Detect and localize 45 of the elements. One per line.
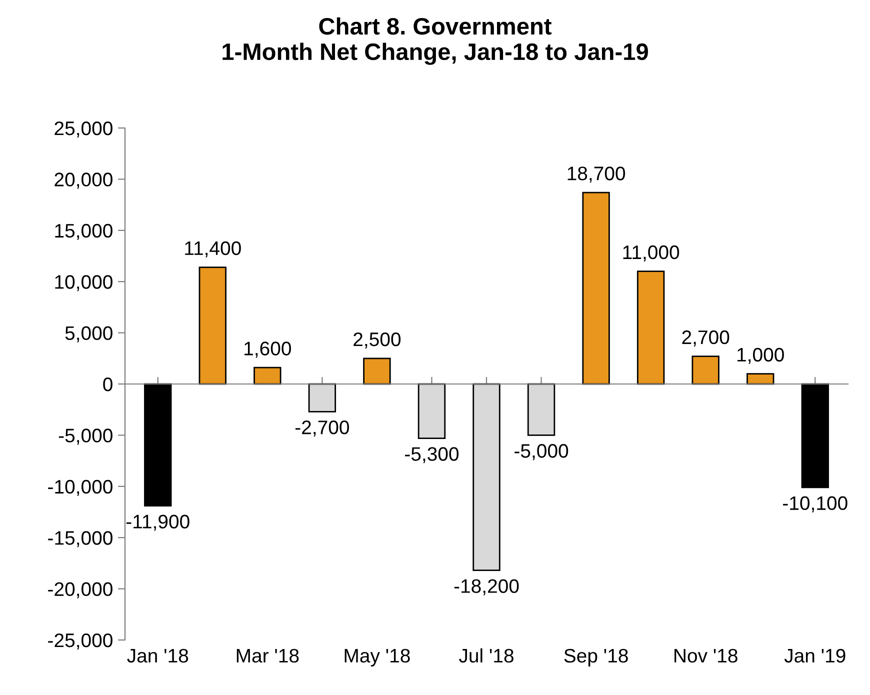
data-label: 11,400: [185, 241, 241, 258]
data-label: 1,600: [244, 342, 291, 358]
bar: [254, 366, 282, 385]
bar: [582, 192, 610, 385]
x-tick-label: Jan '18: [127, 648, 188, 663]
data-label: -5,000: [514, 444, 568, 460]
data-label: -11,900: [126, 514, 190, 531]
x-tick-label: Sep '18: [564, 648, 628, 666]
x-tick-label: Jul '18: [459, 648, 514, 663]
y-tick-label: -20,000: [48, 582, 112, 598]
y-tick-label: -10,000: [48, 480, 112, 496]
data-label: 18,700: [568, 166, 626, 183]
data-label: 2,700: [682, 330, 730, 346]
y-tick-label: 5,000: [65, 326, 112, 342]
x-tick-label: May '18: [344, 648, 410, 666]
data-label: -2,700: [295, 420, 349, 437]
y-tick-label: -5,000: [58, 428, 112, 445]
data-label: 1,000: [738, 348, 784, 364]
bar: [692, 356, 720, 385]
bar: [636, 270, 665, 385]
bar: [472, 383, 500, 572]
bar: [363, 358, 391, 385]
data-label: -5,300: [405, 447, 459, 464]
bar: [144, 383, 172, 507]
data-label: -10,100: [783, 496, 848, 512]
bar: [746, 373, 774, 385]
x-tick-label: Nov '18: [674, 648, 738, 663]
x-tick-label: Mar '18: [236, 648, 299, 663]
x-tick-label: Jan '19: [784, 648, 846, 663]
data-label: 2,500: [354, 332, 401, 349]
chart-title: Chart 8. Government 1-Month Net Change, Jan-18 to Jan-19: [222, 17, 648, 65]
y-tick-label: 25,000: [54, 121, 112, 138]
y-tick-label: 15,000: [55, 224, 112, 240]
bar: [527, 383, 556, 436]
data-label: 11,000: [623, 245, 680, 262]
y-tick-label: 10,000: [55, 275, 112, 292]
y-tick-label: 20,000: [54, 172, 112, 189]
y-tick-label: -25,000: [48, 633, 112, 650]
data-label: -18,200: [454, 579, 519, 596]
bar: [418, 383, 446, 439]
bar: [801, 383, 829, 488]
bar: [308, 383, 336, 412]
bar: [198, 266, 226, 385]
y-tick-label: -15,000: [48, 531, 112, 548]
y-tick-label: 0: [103, 377, 112, 392]
